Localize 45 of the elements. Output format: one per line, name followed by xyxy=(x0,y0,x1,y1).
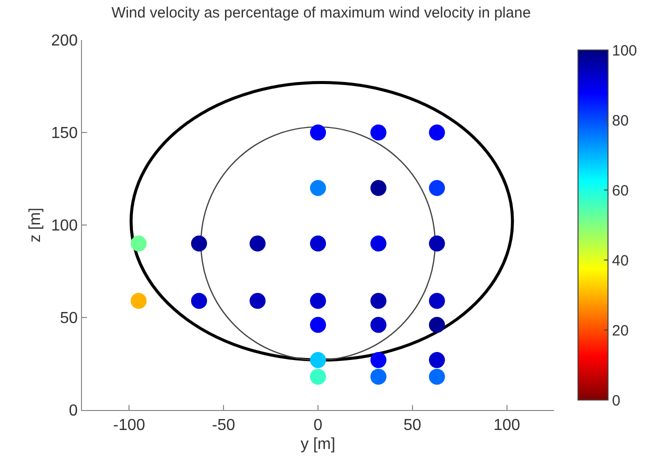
point xyxy=(370,368,386,385)
y-tick-label: 150 xyxy=(51,125,78,142)
color-bar-label: 60 xyxy=(612,182,629,200)
point xyxy=(310,352,326,368)
chart-title: Wind velocity as percentage of maximum wind velocity in plane xyxy=(111,4,531,22)
point xyxy=(310,124,326,140)
point xyxy=(428,352,445,368)
point xyxy=(428,180,445,196)
color-bar-label: 0 xyxy=(612,392,620,410)
x-axis-title: y [m] xyxy=(300,436,336,453)
point xyxy=(310,368,326,385)
point xyxy=(428,124,445,140)
point xyxy=(370,124,386,140)
point xyxy=(370,180,386,196)
x-tick-label: 50 xyxy=(404,417,422,434)
color-bar-label: 100 xyxy=(612,42,638,60)
point xyxy=(250,292,266,309)
point xyxy=(370,236,386,252)
y-tick-label: 0 xyxy=(68,402,78,420)
y-tick-label: 100 xyxy=(51,218,78,235)
y-tick-label: 200 xyxy=(51,32,78,50)
point xyxy=(370,316,386,333)
color-bar-label: 40 xyxy=(612,252,629,270)
point xyxy=(370,292,386,309)
point xyxy=(428,236,445,252)
x-tick-label: -50 xyxy=(212,417,236,434)
point xyxy=(428,368,445,385)
point xyxy=(310,316,326,333)
x-tick-label: 0 xyxy=(314,417,323,434)
point xyxy=(310,180,326,196)
point xyxy=(191,292,208,309)
point xyxy=(428,292,445,309)
color-bar-label: 20 xyxy=(612,322,629,340)
point xyxy=(370,352,386,368)
point xyxy=(310,292,326,309)
point xyxy=(250,236,266,252)
point xyxy=(428,316,445,333)
y-axis-title: z [m] xyxy=(26,208,44,242)
y-tick-label: 50 xyxy=(60,310,78,328)
color-bar-label: 80 xyxy=(612,112,629,130)
point xyxy=(191,236,208,252)
point xyxy=(130,292,147,309)
point xyxy=(130,236,147,252)
x-tick-label: 100 xyxy=(493,417,520,434)
x-tick-label: -100 xyxy=(113,417,146,434)
